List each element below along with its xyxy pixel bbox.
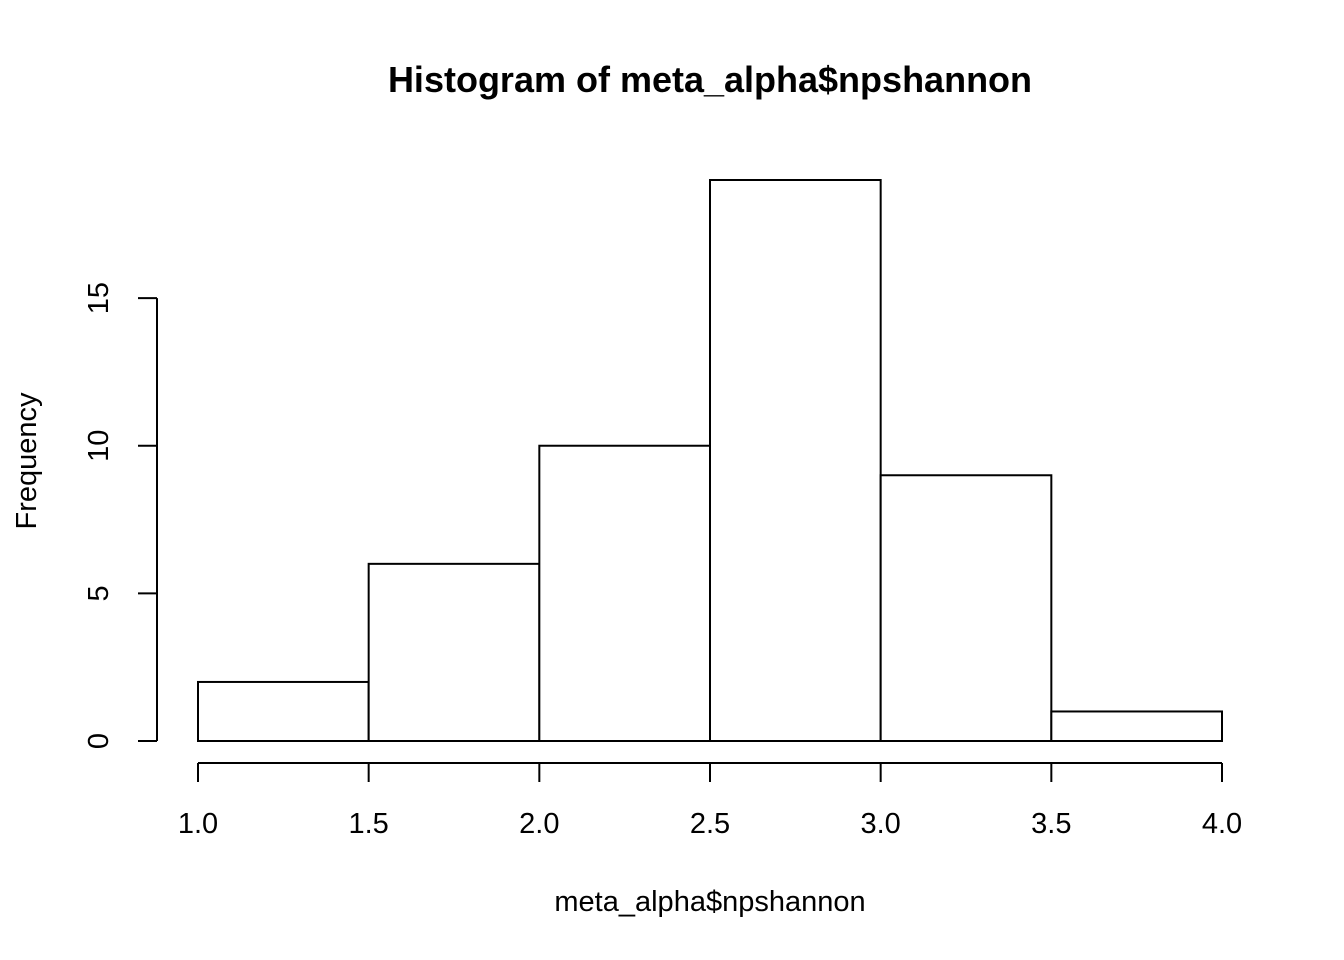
y-axis: 0 5 10 15 [83,282,158,749]
histogram-bar-1 [197,680,370,743]
x-tick-label-3.5: 3.5 [1031,808,1071,840]
histogram-bar-5 [879,474,1053,742]
x-tick-label-3.0: 3.0 [861,808,901,840]
x-tick-label-1.0: 1.0 [178,808,218,840]
x-tick-label-1.5: 1.5 [349,808,389,840]
x-tick-label-2.0: 2.0 [519,808,559,840]
histogram-bar-3 [538,444,711,742]
histogram-bar-4 [709,179,882,742]
x-tick-label-4.0: 4.0 [1202,808,1242,840]
x-axis: 1.0 1.5 2.0 2.5 3.0 3.5 4.0 [178,762,1242,840]
x-tick-label-2.5: 2.5 [690,808,730,840]
y-tick-label-10: 10 [83,430,115,462]
histogram-bar-6 [1050,710,1224,743]
histogram-bar-2 [367,562,541,742]
chart-title: Histogram of meta_alpha$npshannon [388,59,1032,100]
y-axis-label: Frequency [11,392,43,530]
y-tick-label-0: 0 [83,733,115,749]
bars-layer [197,179,1224,743]
x-axis-label: meta_alpha$npshannon [554,886,865,918]
y-tick-label-15: 15 [83,282,115,314]
y-tick-label-5: 5 [83,585,115,601]
